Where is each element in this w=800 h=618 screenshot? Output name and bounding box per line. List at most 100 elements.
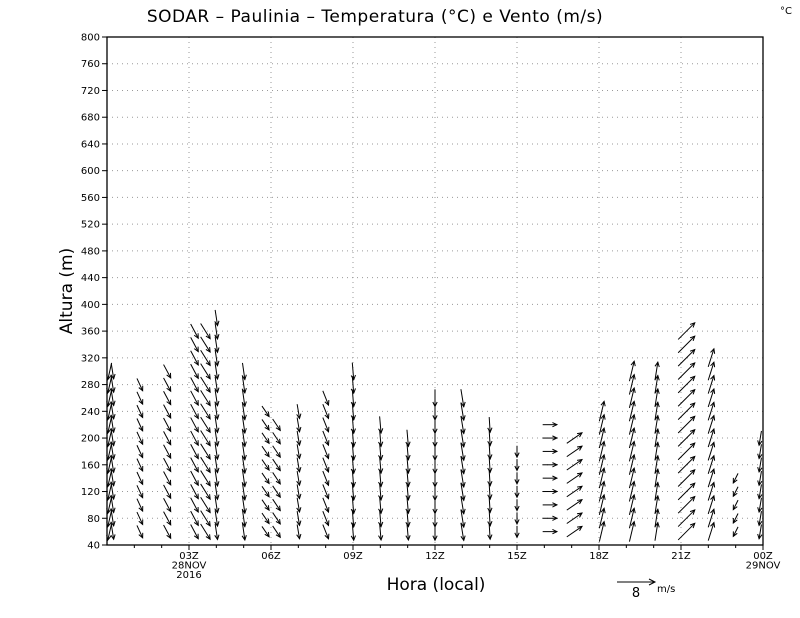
wind-arrow [241,509,247,528]
y-tick-label: 40 [87,541,100,552]
wind-arrow [514,459,520,472]
wind-arrow [200,523,211,541]
wind-arrow [241,443,247,461]
wind-arrow [350,482,356,502]
wind-arrow [598,480,606,502]
wind-arrow [757,470,763,487]
wind-arrow [272,498,281,512]
wind-arrow [110,443,116,461]
wind-arrow [272,418,281,432]
wind-arrow [677,335,696,354]
wind-arrow [190,350,199,366]
wind-arrow [214,430,220,448]
wind-arrow [200,430,211,447]
wind-arrow [350,442,356,462]
wind-arrow [677,388,696,407]
wind-arrow [241,429,247,448]
wind-arrow [566,525,583,538]
x-tick-label: 12Z [425,551,445,562]
wind-arrow [677,362,696,380]
wind-arrow [757,430,763,447]
wind-arrow [272,485,281,499]
x-tick-label: 09Z [343,551,363,562]
wind-arrow [163,444,172,460]
wind-arrow [654,401,660,421]
x-tick-label: 21Z [671,551,691,562]
wind-arrow [163,484,172,500]
wind-arrow [110,417,116,434]
wind-arrow [707,414,716,434]
wind-arrow [241,402,247,421]
x-tick-label: 18Z [589,551,609,562]
wind-arrow [487,457,493,474]
wind-arrow [460,522,466,542]
wind-arrow [261,472,270,485]
wind-arrow [757,484,763,500]
wind-arrow [214,363,220,381]
wind-arrow [296,470,302,487]
wind-arrow [378,456,384,475]
wind-arrow [598,467,606,489]
wind-arrow [136,498,144,513]
wind-arrow [628,453,636,475]
y-tick-label: 480 [81,246,100,257]
reference-speed-unit: m/s [657,584,675,595]
wind-arrow [261,486,270,498]
wind-arrow [677,321,696,340]
wind-arrow [732,513,739,525]
wind-arrow [163,364,172,379]
wind-arrow [514,499,520,512]
wind-arrow [296,404,302,420]
wind-arrow [628,507,636,529]
wind-arrow [677,469,696,487]
wind-arrow [707,468,716,488]
wind-arrow [272,472,281,485]
wind-arrow [200,443,211,460]
y-tick-label: 800 [81,33,100,44]
wind-arrow [296,444,302,460]
wind-arrow [190,403,199,420]
wind-arrow [261,405,270,418]
wind-arrow [654,387,660,408]
wind-arrow [272,432,281,445]
x-axis-title: Hora (local) [387,575,486,595]
wind-arrow [677,482,696,501]
wind-arrow [214,336,220,354]
reference-vector-legend: 8 m/s [617,578,675,601]
wind-arrow [460,509,466,529]
wind-arrow [272,512,281,525]
wind-arrow [654,494,660,514]
wind-arrow [732,499,739,511]
wind-arrow [654,414,660,434]
y-tick-label: 360 [81,327,100,338]
y-axis-title: Altura (m) [57,248,77,334]
wind-arrow [214,309,220,327]
wind-arrow [296,484,302,500]
wind-arrow [542,422,559,428]
wind-arrow [214,510,220,528]
wind-arrow [707,494,716,515]
y-tick-label: 240 [81,407,100,418]
wind-arrow [732,473,739,484]
wind-arrow [190,323,199,340]
wind-arrow [628,520,636,542]
wind-arrow [598,520,606,542]
wind-arrow [514,512,520,526]
y-tick-label: 400 [81,300,100,311]
wind-arrow [628,440,636,462]
y-tick-label: 80 [87,514,100,525]
wind-arrow [163,457,172,473]
wind-arrow [261,499,270,512]
wind-arrow [241,416,247,435]
wind-arrow [542,488,559,495]
wind-arrow [200,483,211,501]
wind-arrow [110,510,116,528]
wind-arrow [598,440,606,462]
wind-arrow [241,456,247,475]
wind-arrow [272,458,281,472]
wind-arrow [200,363,211,380]
wind-arrow [487,524,493,541]
wind-arrow [296,511,302,527]
